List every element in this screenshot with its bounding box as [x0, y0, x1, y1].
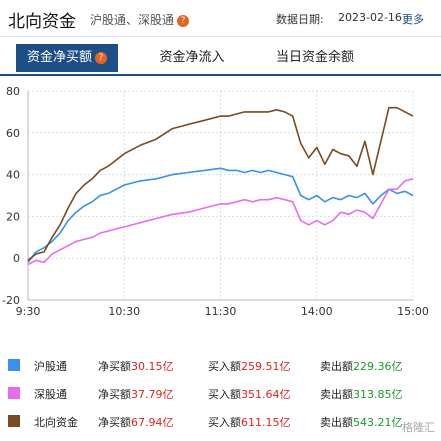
- help-icon[interactable]: ?: [95, 51, 107, 64]
- legend-row-sz: 深股通 净买额37.79亿 买入额351.64亿 卖出额313.85亿: [0, 384, 441, 404]
- line-chart: 80 60 40 20 0 -209:30 10:30 11:30 14:00 15:00: [2, 85, 429, 316]
- tab-daily-balance-label: 当日资金余额: [275, 50, 354, 65]
- legend-swatch-sh: [8, 359, 20, 371]
- legend-buy-label: 买入额: [208, 360, 241, 373]
- y-tick-label: 20: [6, 210, 20, 223]
- tab-net-buy-label: 资金净买额: [26, 50, 92, 65]
- watermark: 格隆汇: [402, 421, 435, 434]
- date-value: 2023-02-16: [338, 11, 402, 24]
- x-tick-label: 10:30: [108, 305, 140, 316]
- y-tick-label: -20: [2, 294, 20, 307]
- tab-net-buy[interactable]: 资金净买额?: [16, 44, 118, 72]
- tab-net-inflow[interactable]: 资金净流入: [152, 44, 232, 72]
- legend-sell-label: 卖出额: [320, 388, 353, 401]
- legend-swatch-north: [8, 415, 20, 427]
- legend-sell: 卖出额229.36亿: [320, 358, 403, 374]
- legend-buy-label: 买入额: [208, 388, 241, 401]
- legend-row-sh: 沪股通 净买额30.15亿 买入额259.51亿 卖出额229.36亿: [0, 356, 441, 376]
- legend-sell-label: 卖出额: [320, 360, 353, 373]
- legend-net: 净买额37.79亿: [98, 386, 174, 402]
- legend-sell: 卖出额543.21亿: [320, 414, 403, 430]
- header: 北向资金 沪股通、深股通? 数据日期: 2023-02-16 更多: [0, 0, 441, 37]
- x-tick-label: 9:30: [16, 305, 41, 316]
- legend-sell-value: 313.85亿: [353, 388, 403, 401]
- legend-buy: 买入额351.64亿: [208, 386, 291, 402]
- subtitle-text: 沪股通、深股通: [90, 13, 175, 27]
- legend-buy-value: 351.64亿: [241, 388, 291, 401]
- y-tick-label: 40: [6, 169, 20, 182]
- legend-net: 净买额30.15亿: [98, 358, 174, 374]
- tab-bar: 资金净买额? 资金净流入 当日资金余额: [0, 44, 441, 76]
- legend-name: 北向资金: [34, 416, 78, 429]
- y-tick-label: 80: [6, 85, 20, 98]
- x-tick-label: 15:00: [397, 305, 429, 316]
- legend-row-north: 北向资金 净买额67.94亿 买入额611.15亿 卖出额543.21亿: [0, 412, 441, 432]
- legend-name: 深股通: [34, 388, 67, 401]
- series-line-2: [27, 106, 414, 261]
- legend-net-value: 67.94亿: [131, 416, 174, 429]
- x-tick-label: 11:30: [205, 305, 237, 316]
- legend-buy: 买入额611.15亿: [208, 414, 291, 430]
- page-title: 北向资金: [8, 12, 76, 32]
- legend-sell-label: 卖出额: [320, 416, 353, 429]
- legend-buy-value: 611.15亿: [241, 416, 291, 429]
- legend-sell-value: 229.36亿: [353, 360, 403, 373]
- legend-net-value: 30.15亿: [131, 360, 174, 373]
- tab-daily-balance[interactable]: 当日资金余额: [270, 44, 360, 72]
- x-tick-label: 14:00: [301, 305, 333, 316]
- legend-net: 净买额67.94亿: [98, 414, 174, 430]
- legend-buy-value: 259.51亿: [241, 360, 291, 373]
- legend-swatch-sz: [8, 387, 20, 399]
- legend-net-value: 37.79亿: [131, 388, 174, 401]
- legend-net-label: 净买额: [98, 388, 131, 401]
- series-line-1: [27, 178, 414, 266]
- series-line-0: [27, 167, 414, 263]
- help-icon[interactable]: ?: [177, 14, 190, 27]
- legend-name: 沪股通: [34, 360, 67, 373]
- y-tick-label: 0: [13, 252, 20, 265]
- legend-net-label: 净买额: [98, 416, 131, 429]
- legend-buy: 买入额259.51亿: [208, 358, 291, 374]
- legend-net-label: 净买额: [98, 360, 131, 373]
- legend-sell-value: 543.21亿: [353, 416, 403, 429]
- more-link[interactable]: 更多: [402, 13, 424, 26]
- legend-buy-label: 买入额: [208, 416, 241, 429]
- date-label: 数据日期:: [276, 13, 324, 26]
- tab-net-inflow-label: 资金净流入: [159, 50, 225, 65]
- y-tick-label: 60: [6, 127, 20, 140]
- legend-sell: 卖出额313.85亿: [320, 386, 403, 402]
- subtitle: 沪股通、深股通?: [90, 11, 190, 28]
